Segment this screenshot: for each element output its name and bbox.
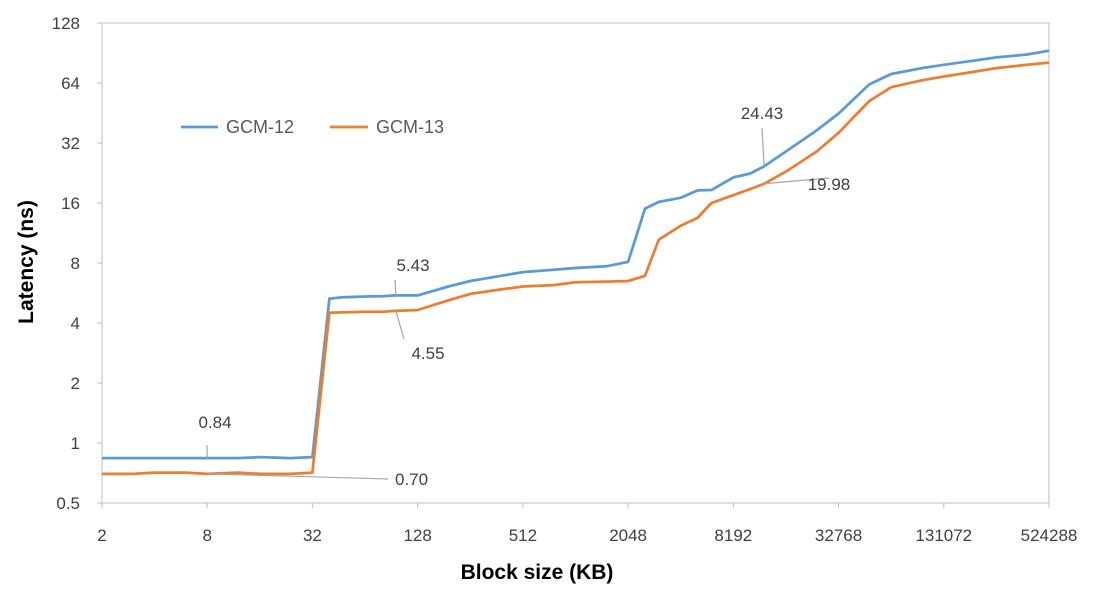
annotation-leader-line: [395, 310, 405, 340]
data-label: 0.84: [198, 413, 231, 432]
y-tick-label: 1: [71, 434, 80, 453]
x-tick-label: 32768: [815, 526, 862, 545]
y-tick-label: 8: [71, 254, 80, 273]
annotation-leader-line: [207, 473, 389, 480]
x-tick-label: 128: [403, 526, 431, 545]
y-tick-label: 32: [61, 134, 80, 153]
annotation-layer: 0.84 0.70 5.43 4.55 24.43 19.98: [198, 104, 850, 489]
series-line-gcm-13: [102, 61, 1050, 476]
x-tick-label: 8192: [714, 526, 752, 545]
y-tick-label: 16: [61, 194, 80, 213]
x-tick-label: 2: [97, 526, 106, 545]
annotation-leader-line: [761, 127, 765, 167]
series-line-gcm-12: [102, 49, 1050, 460]
x-axis-title: Block size (KB): [461, 561, 614, 584]
y-tick-label: 128: [52, 14, 80, 33]
y-axis-title: Latency (ns): [15, 200, 38, 324]
data-label: 24.43: [741, 104, 784, 123]
y-tick-label: 64: [61, 74, 80, 93]
data-label: 5.43: [396, 256, 429, 275]
y-tick-label: 4: [71, 314, 80, 333]
annotation-leader-line: [764, 177, 830, 185]
series-layer: [102, 49, 1050, 476]
x-tick-label: 512: [509, 526, 537, 545]
annotation-leader-line: [394, 279, 397, 296]
x-tick-label: 524288: [1021, 526, 1078, 545]
legend-label-gcm-13: GCM-13: [376, 117, 444, 137]
x-tick-label: 32: [303, 526, 322, 545]
data-label: 0.70: [395, 470, 428, 489]
x-tick-label: 8: [202, 526, 211, 545]
y-tick-label: 2: [71, 374, 80, 393]
x-tick-label: 131072: [915, 526, 972, 545]
y-tick-label: 0.5: [56, 494, 80, 513]
data-label: 4.55: [411, 344, 444, 363]
legend: GCM-12 GCM-13: [181, 117, 444, 137]
x-tick-label: 2048: [609, 526, 647, 545]
axes: 0.5 1 2 4 8 16 32 64 128 2 8 32 128 512 2048 8192 32768 1…: [52, 14, 1078, 545]
legend-label-gcm-12: GCM-12: [226, 117, 294, 137]
data-label: 19.98: [808, 175, 851, 194]
